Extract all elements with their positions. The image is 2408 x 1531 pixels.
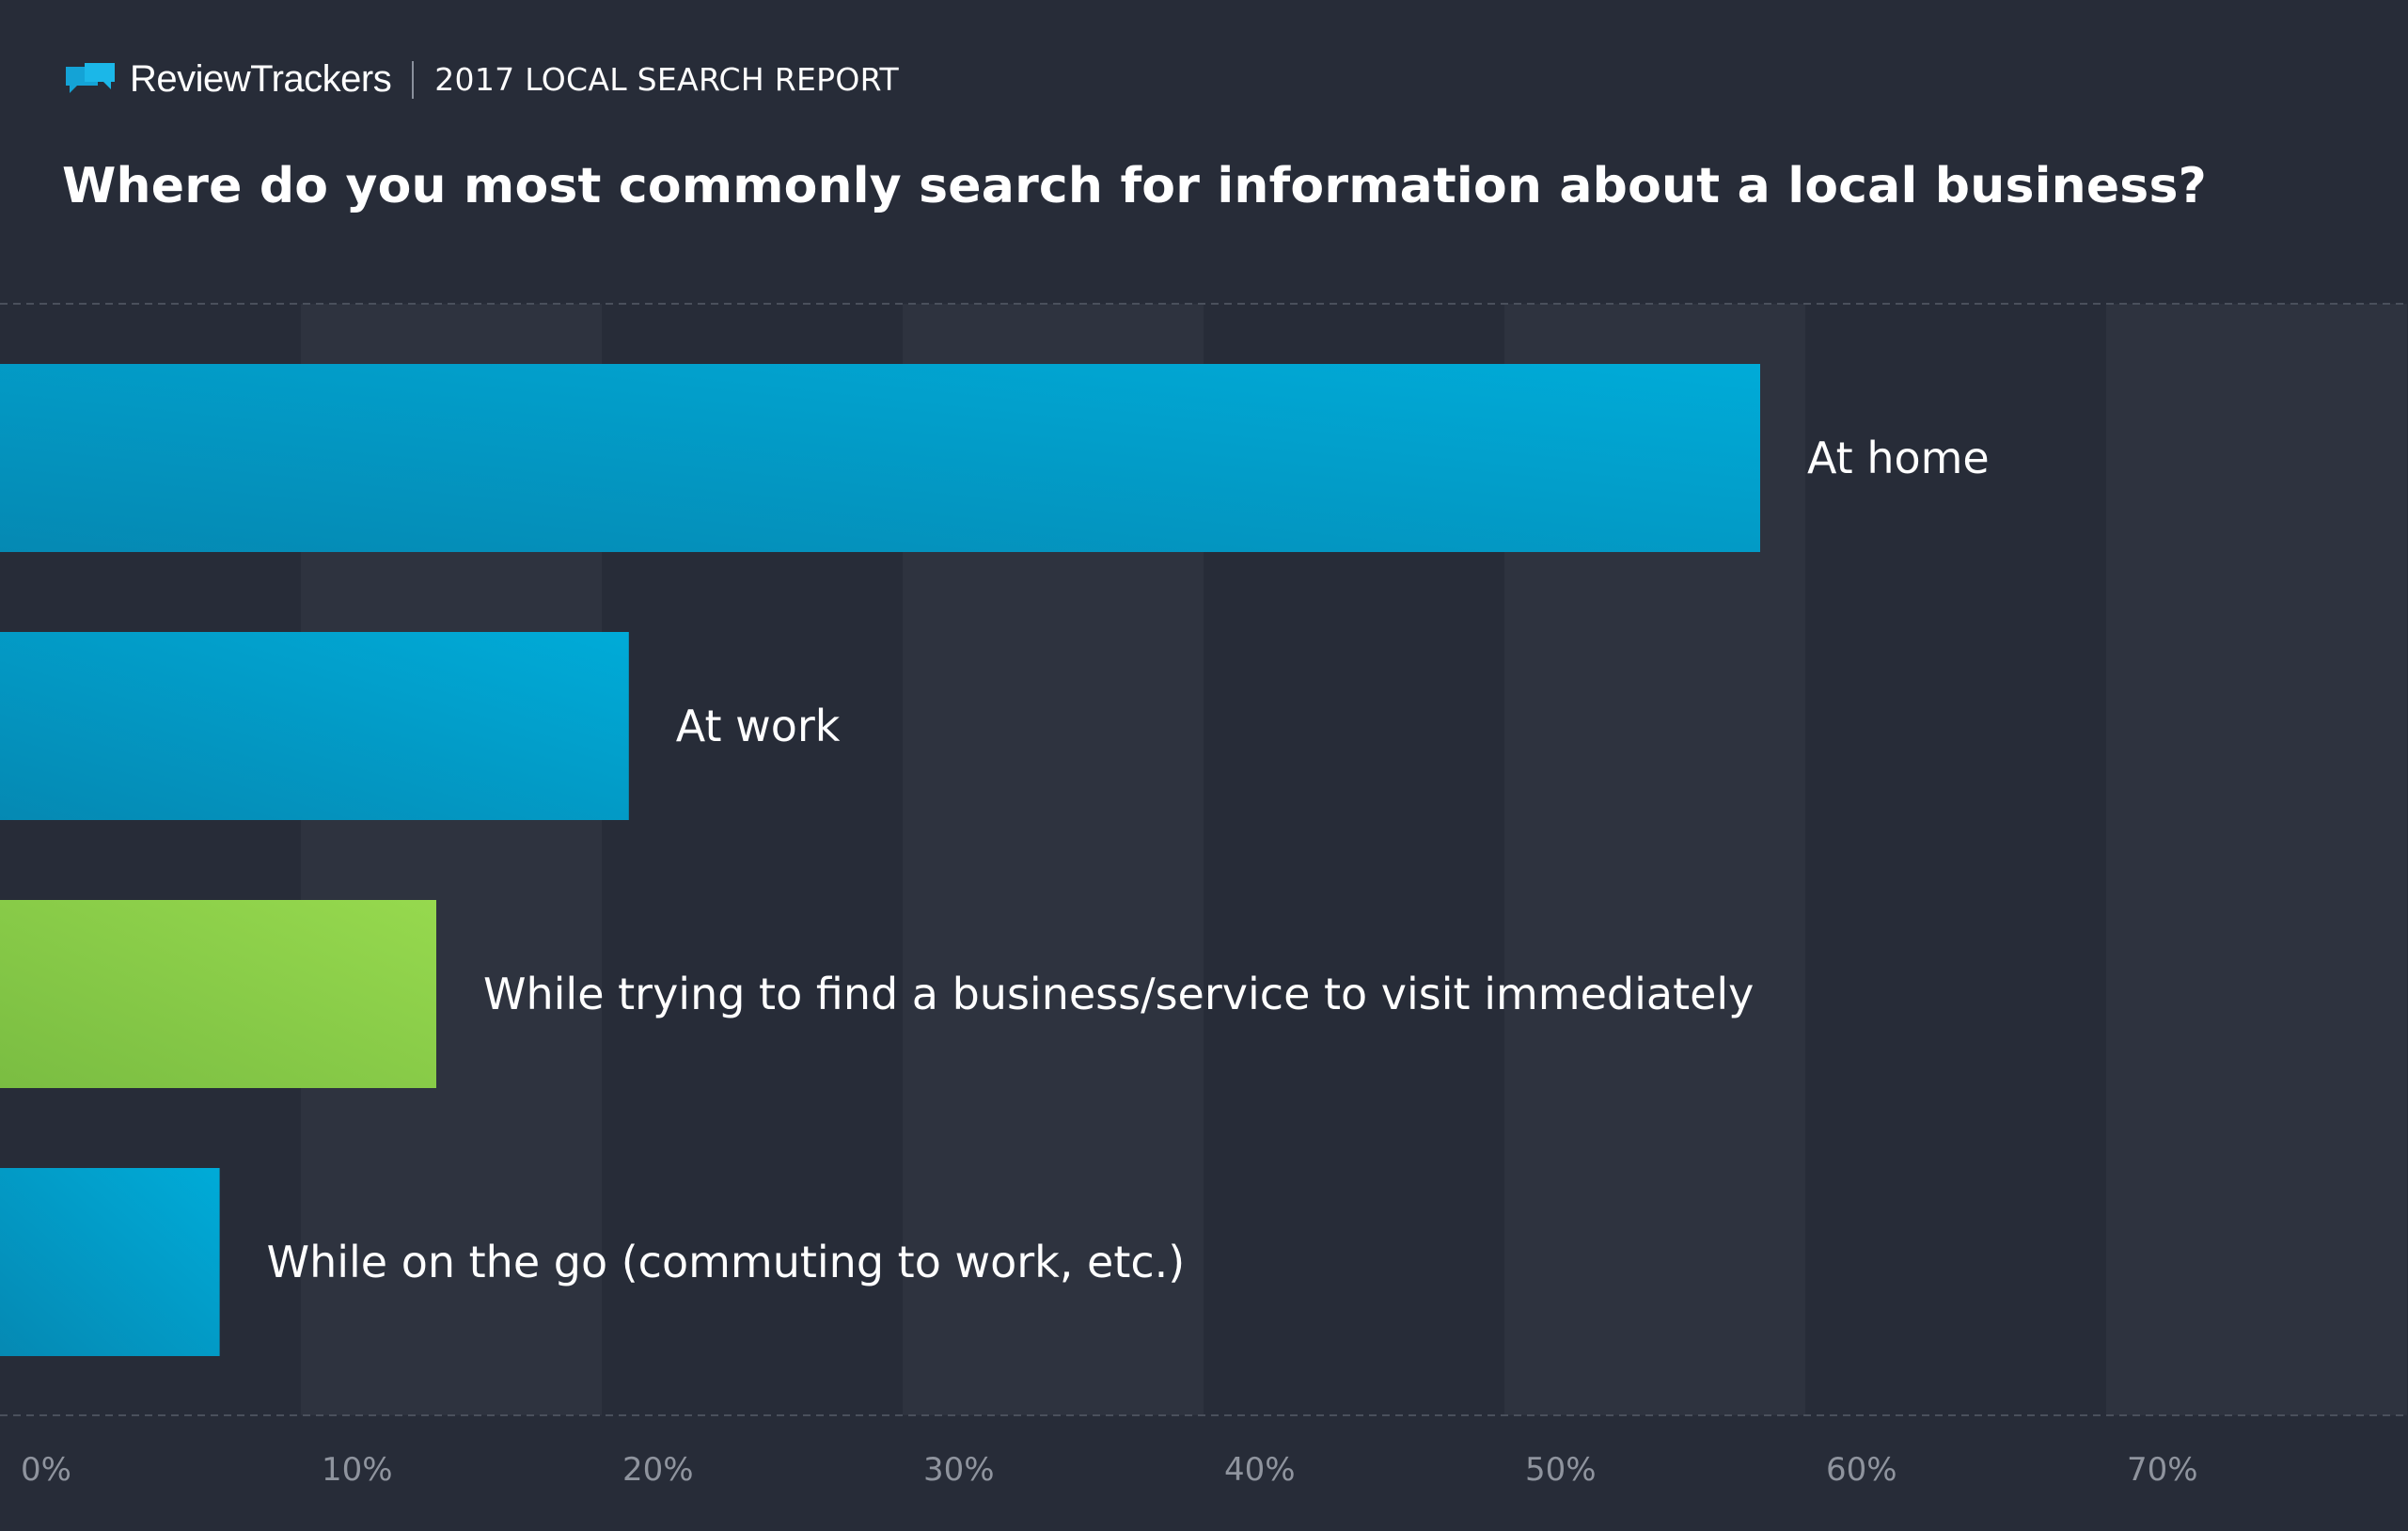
x-tick-label: 70% (2127, 1451, 2198, 1489)
x-tick-label: 50% (1525, 1451, 1597, 1489)
report-header: ReviewTrackers 2017 LOCAL SEARCH REPORT (64, 58, 899, 101)
bar (0, 364, 1760, 552)
grid-band (1805, 304, 2106, 1415)
x-tick-label: 30% (923, 1451, 995, 1489)
bar (0, 900, 436, 1088)
x-tick-label: 60% (1826, 1451, 1897, 1489)
bars-group (0, 364, 1760, 1356)
chart-title: Where do you most commonly search for in… (62, 158, 2207, 214)
speech-bubbles-icon (66, 62, 115, 93)
bar (0, 1168, 220, 1356)
header-divider (412, 60, 415, 99)
bar-labels-group: At home At work While trying to find a bus… (267, 433, 1990, 1287)
bar-label: While on the go (commuting to work, etc.… (267, 1237, 1186, 1287)
grid-band (2106, 304, 2407, 1415)
brand-name: ReviewTrackers (130, 58, 392, 100)
bar-label: While trying to find a business/service … (483, 969, 1754, 1019)
x-tick-label: 0% (21, 1451, 71, 1489)
x-tick-label: 20% (622, 1451, 694, 1489)
x-tick-label: 10% (322, 1451, 393, 1489)
report-name: 2017 LOCAL SEARCH REPORT (434, 61, 899, 98)
bar-label: At work (676, 701, 841, 751)
x-tick-label: 40% (1224, 1451, 1296, 1489)
x-tick-labels-group: 0% 10% 20% 30% 40% 50% 60% 70% (21, 1451, 2198, 1489)
bar-label: At home (1807, 433, 1990, 483)
bar (0, 632, 629, 820)
